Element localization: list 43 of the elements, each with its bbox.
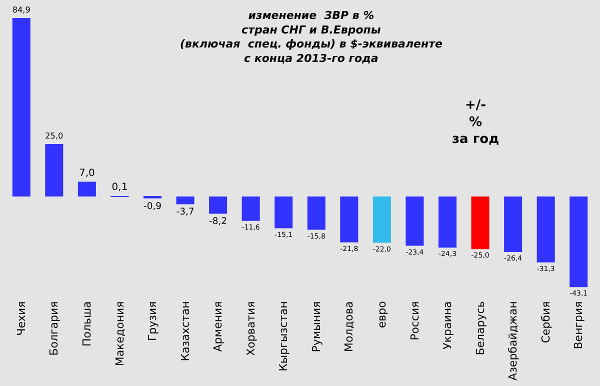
x-tick-label: Кыргызстан xyxy=(277,301,290,372)
bar xyxy=(242,196,260,221)
bar xyxy=(12,18,30,197)
x-tick-label: Македония xyxy=(113,301,126,366)
x-tick-label: евро xyxy=(376,300,389,328)
data-label: 7,0 xyxy=(78,168,95,179)
bar xyxy=(406,196,424,246)
x-tick-label: Грузия xyxy=(146,301,160,342)
data-label: 84,9 xyxy=(12,4,30,15)
bar xyxy=(438,196,457,248)
bar xyxy=(78,182,96,197)
annotation: +/- % за год xyxy=(452,98,500,147)
bar xyxy=(209,196,228,214)
x-tick-label: Венгрия xyxy=(572,301,586,350)
text: изменение ЗВР в % стран СНГ и В.Европы (включая спец. фонды) в $-эквиваленте с конца 2013-го года xyxy=(180,9,443,65)
x-tick-label: Сербия xyxy=(539,301,552,344)
x-tick-label: Беларусь xyxy=(474,301,487,356)
x-tick-label: Болгария xyxy=(48,301,61,356)
x-tick-label: Казахстан xyxy=(178,301,192,362)
x-tick-label: Чехия xyxy=(14,301,28,336)
bar xyxy=(372,196,391,243)
bar xyxy=(340,196,358,242)
data-label: -3,7 xyxy=(176,206,194,218)
data-label: -0,9 xyxy=(144,200,162,212)
bar xyxy=(176,196,194,204)
x-tick-label: Молдова xyxy=(342,301,356,352)
data-label: -8,2 xyxy=(209,216,228,228)
bar xyxy=(504,196,522,252)
bar xyxy=(536,196,555,262)
x-tick-label: Румыния xyxy=(310,301,323,352)
bar xyxy=(274,196,293,228)
x-tick-label: Хорватия xyxy=(244,301,258,356)
data-label: 25,0 xyxy=(45,130,64,141)
x-tick-label: Польша xyxy=(80,301,94,347)
data-label: 0,1 xyxy=(112,182,128,193)
bar xyxy=(570,196,588,288)
bar xyxy=(307,196,326,230)
x-tick-label: Украина xyxy=(441,301,454,350)
bar xyxy=(45,144,64,197)
bar xyxy=(471,196,490,250)
x-tick-label: Армения xyxy=(212,301,225,352)
x-tick-label: Азербайджан xyxy=(506,301,520,380)
x-tick-label: Россия xyxy=(408,301,422,340)
